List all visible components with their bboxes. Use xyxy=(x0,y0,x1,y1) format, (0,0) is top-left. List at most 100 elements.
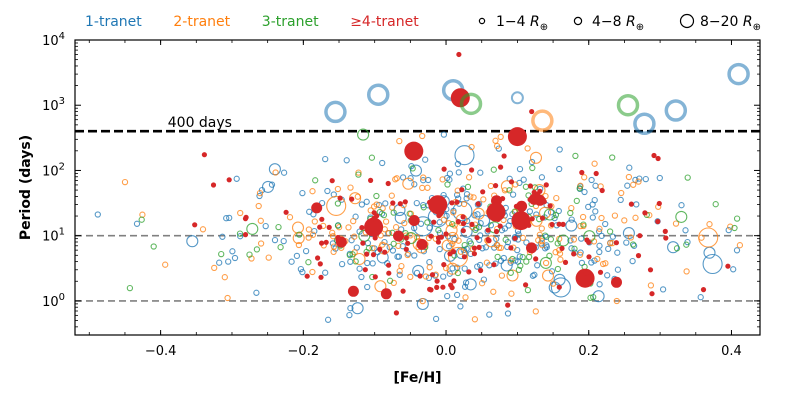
data-point xyxy=(304,273,310,279)
data-point xyxy=(706,221,713,228)
data-point xyxy=(469,167,475,173)
data-point xyxy=(534,194,546,206)
data-point xyxy=(126,284,134,292)
data-point xyxy=(382,249,388,255)
data-point xyxy=(445,220,453,227)
data-point xyxy=(533,211,540,218)
data-point xyxy=(427,286,433,292)
data-point xyxy=(460,200,468,208)
data-point xyxy=(386,270,392,276)
data-point xyxy=(364,259,371,267)
data-point xyxy=(419,297,426,305)
data-point xyxy=(556,146,563,153)
plot-area xyxy=(75,51,760,323)
data-point xyxy=(542,232,549,239)
data-point xyxy=(528,158,536,166)
data-point xyxy=(478,280,486,287)
data-point xyxy=(317,261,323,267)
data-point xyxy=(490,166,497,173)
data-point xyxy=(392,224,400,231)
data-point xyxy=(345,224,352,231)
data-point xyxy=(525,253,533,261)
data-point xyxy=(385,230,393,237)
data-point xyxy=(424,219,431,226)
data-point xyxy=(598,214,605,222)
data-point xyxy=(446,170,454,177)
data-point xyxy=(351,302,364,315)
data-point xyxy=(352,258,359,265)
data-point xyxy=(390,240,397,247)
data-point xyxy=(329,229,336,236)
data-point xyxy=(588,259,595,266)
data-point xyxy=(393,310,399,316)
data-point xyxy=(524,286,532,294)
data-point xyxy=(534,262,541,269)
data-point xyxy=(226,177,232,183)
data-point xyxy=(305,226,313,233)
data-point xyxy=(662,228,668,234)
data-point xyxy=(461,265,468,272)
data-point xyxy=(523,239,530,246)
data-point xyxy=(226,214,233,222)
data-point xyxy=(683,268,690,275)
data-point xyxy=(626,164,633,171)
data-point-highlight xyxy=(633,112,656,135)
data-point xyxy=(457,303,464,310)
data-point xyxy=(538,174,546,181)
data-point xyxy=(555,207,562,215)
data-point xyxy=(403,235,409,241)
data-point xyxy=(480,276,488,283)
data-point xyxy=(663,235,669,241)
data-point xyxy=(368,177,374,183)
data-point xyxy=(318,199,326,207)
data-point xyxy=(501,187,509,194)
data-point xyxy=(497,133,504,141)
data-point xyxy=(280,237,287,245)
data-point xyxy=(543,233,550,241)
data-point xyxy=(373,192,380,200)
data-point xyxy=(621,217,628,224)
data-point xyxy=(467,193,474,200)
data-point xyxy=(401,219,408,227)
data-point xyxy=(318,274,324,280)
data-point xyxy=(216,259,223,266)
data-point xyxy=(346,311,353,319)
data-point xyxy=(334,200,342,207)
data-point xyxy=(530,194,537,200)
data-point xyxy=(256,189,264,197)
data-point xyxy=(335,236,347,248)
data-point xyxy=(562,259,569,265)
data-point xyxy=(373,201,380,208)
data-point xyxy=(438,234,444,240)
data-point xyxy=(629,257,636,265)
data-point xyxy=(425,176,432,184)
data-point-highlight xyxy=(616,93,640,117)
data-point xyxy=(432,315,440,323)
data-point xyxy=(485,235,498,248)
data-point xyxy=(587,294,594,301)
data-point xyxy=(229,248,236,255)
data-point xyxy=(257,240,265,247)
data-point xyxy=(529,164,536,172)
data-point xyxy=(121,178,129,186)
data-point xyxy=(400,288,406,294)
data-point xyxy=(428,233,434,239)
data-point xyxy=(539,256,552,269)
data-point xyxy=(609,154,616,161)
data-point xyxy=(586,254,592,260)
data-point xyxy=(560,221,566,227)
data-point xyxy=(605,245,612,253)
data-point xyxy=(422,156,429,163)
data-point-highlight xyxy=(510,91,524,105)
data-point xyxy=(403,246,409,252)
data-point xyxy=(283,209,289,215)
legend-series-label: ≥4-tranet xyxy=(350,14,419,30)
data-point xyxy=(624,182,631,189)
data-point xyxy=(302,247,310,255)
data-point xyxy=(736,242,744,249)
data-point xyxy=(482,244,490,251)
data-point xyxy=(508,290,515,297)
data-point xyxy=(449,240,456,248)
data-point xyxy=(329,178,335,184)
